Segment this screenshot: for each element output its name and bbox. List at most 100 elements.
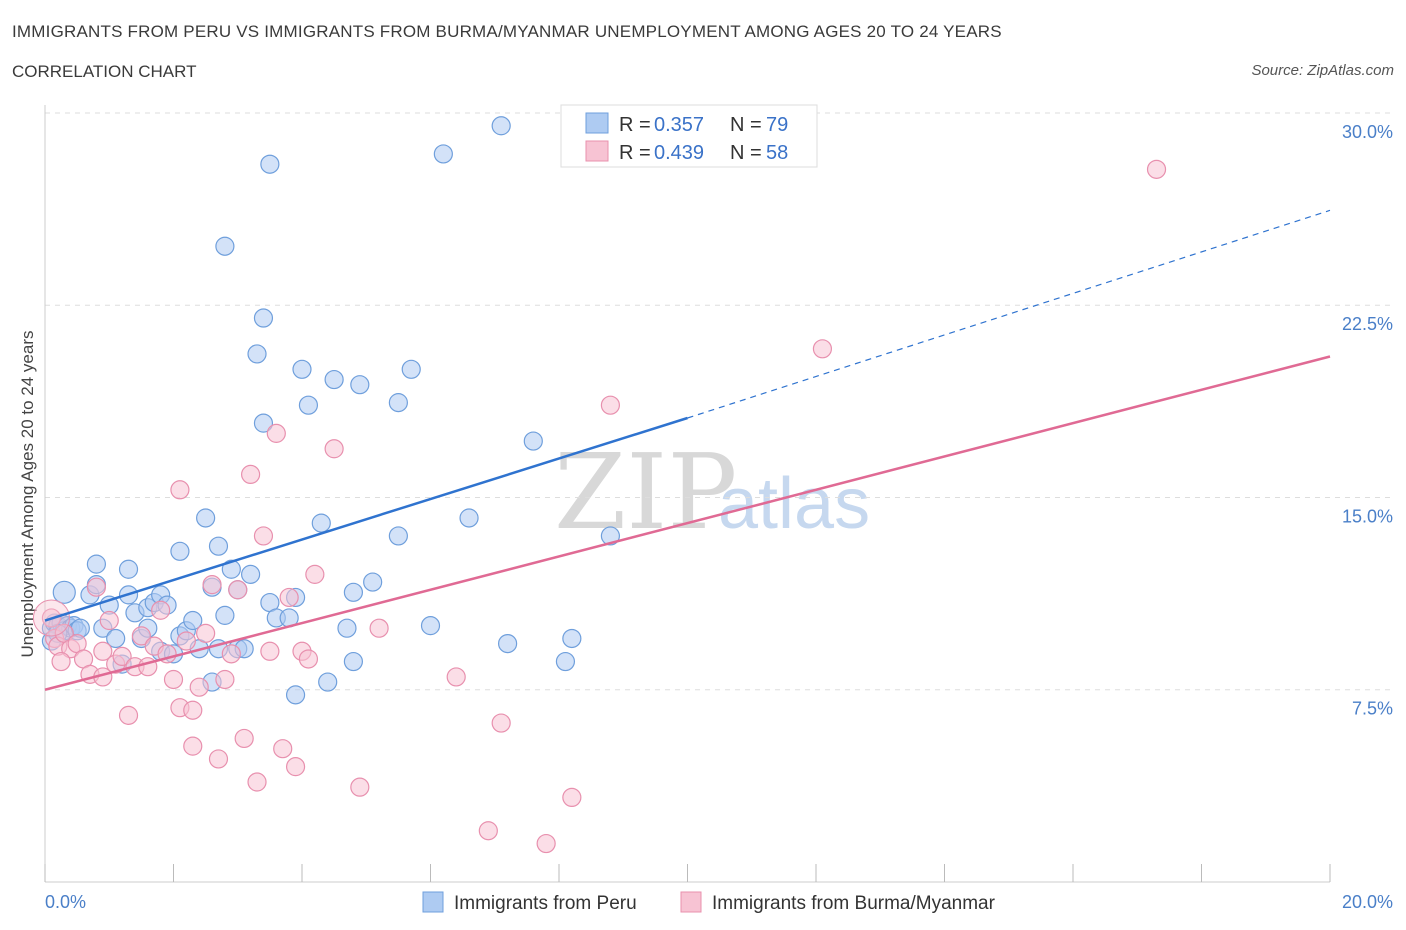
y-axis-label: Unemployment Among Ages 20 to 24 years xyxy=(18,331,37,658)
burma-point xyxy=(170,480,190,500)
burma-point xyxy=(208,749,229,769)
burma-point xyxy=(369,618,389,638)
peru-point xyxy=(491,116,511,136)
peru-point xyxy=(215,605,235,625)
burma-trend-line xyxy=(44,355,1331,691)
legend-peru-r-label: R = xyxy=(619,114,651,136)
peru-point xyxy=(388,526,408,546)
peru-point xyxy=(86,554,107,574)
burma-point xyxy=(478,821,498,841)
peru-point xyxy=(215,236,235,256)
burma-point xyxy=(163,669,184,690)
burma-point xyxy=(86,577,107,597)
x-tick-label-max: 20.0% xyxy=(1342,892,1393,912)
burma-point xyxy=(536,833,556,854)
peru-point xyxy=(241,564,261,584)
peru-trend-line xyxy=(44,416,688,622)
top-legend: R = 0.357 N = 79 R = 0.439 N = 58 xyxy=(560,104,818,168)
legend-peru-n-label: N = xyxy=(730,114,762,136)
peru-trend-extension xyxy=(687,209,1331,419)
x-tick-label-min: 0.0% xyxy=(45,892,86,912)
series-burma-points xyxy=(32,159,1167,854)
peru-point xyxy=(433,144,453,164)
burma-point xyxy=(183,736,203,756)
peru-point xyxy=(420,616,441,636)
burma-point xyxy=(118,705,139,725)
burma-point xyxy=(183,700,203,720)
peru-point xyxy=(221,559,241,579)
peru-point xyxy=(337,618,357,638)
peru-point xyxy=(285,685,306,705)
burma-point xyxy=(93,641,113,661)
peru-point xyxy=(196,508,216,528)
bottom-legend-label-burma: Immigrants from Burma/Myanmar xyxy=(712,893,996,914)
legend-peru-n-value: 79 xyxy=(766,114,788,136)
burma-point xyxy=(324,439,344,459)
peru-point xyxy=(318,672,338,692)
burma-point xyxy=(151,600,171,620)
chart-subtitle: CORRELATION CHART xyxy=(12,62,197,81)
burma-point xyxy=(279,587,299,608)
peru-point xyxy=(498,633,518,654)
burma-point xyxy=(202,575,222,595)
burma-point xyxy=(491,713,511,733)
legend-burma-r-value: 0.439 xyxy=(654,142,704,164)
peru-point xyxy=(600,526,621,546)
peru-point xyxy=(350,375,370,395)
burma-point xyxy=(600,395,621,415)
burma-point xyxy=(298,649,319,669)
peru-point xyxy=(562,628,582,649)
peru-point xyxy=(363,572,383,592)
peru-point xyxy=(183,610,203,631)
watermark-atlas: atlas xyxy=(718,464,870,544)
burma-point xyxy=(131,626,151,646)
peru-point xyxy=(118,559,139,579)
peru-point xyxy=(253,308,274,328)
burma-point xyxy=(221,644,241,664)
burma-point xyxy=(215,669,235,690)
peru-point xyxy=(388,393,408,413)
legend-swatch-peru xyxy=(585,112,609,134)
x-axis-ticks xyxy=(44,864,1331,882)
peru-point xyxy=(298,395,319,415)
peru-point xyxy=(253,413,274,433)
burma-point xyxy=(266,423,286,443)
y-tick-label: 22.5% xyxy=(1342,314,1393,334)
y-axis-tick-labels: 7.5% 15.0% 22.5% 30.0% xyxy=(1342,122,1393,719)
peru-point xyxy=(247,344,267,364)
burma-point xyxy=(189,677,209,697)
peru-point xyxy=(459,508,479,528)
gridlines xyxy=(45,112,1390,691)
bottom-legend-swatch-peru xyxy=(422,891,444,913)
peru-point xyxy=(260,154,280,174)
peru-point xyxy=(343,582,363,602)
peru-point xyxy=(106,628,126,649)
peru-point xyxy=(52,580,76,604)
burma-point xyxy=(1146,159,1167,179)
burma-point xyxy=(241,464,261,485)
burma-point xyxy=(812,339,833,359)
y-tick-label: 15.0% xyxy=(1342,506,1393,526)
burma-point xyxy=(562,787,582,808)
burma-point xyxy=(305,564,325,584)
burma-point xyxy=(228,580,248,600)
burma-point xyxy=(112,646,132,667)
y-tick-label: 30.0% xyxy=(1342,122,1393,142)
source-credit: Source: ZipAtlas.com xyxy=(1251,62,1394,79)
y-tick-label: 7.5% xyxy=(1352,699,1393,719)
bottom-legend: Immigrants from Peru Immigrants from Bur… xyxy=(422,891,996,914)
peru-point xyxy=(343,651,363,672)
burma-point xyxy=(99,610,119,631)
burma-point xyxy=(285,757,306,777)
burma-point xyxy=(253,526,274,546)
trend-lines xyxy=(44,209,1331,691)
legend-burma-n-value: 58 xyxy=(766,142,788,164)
peru-point xyxy=(324,369,344,390)
legend-swatch-burma xyxy=(585,140,609,162)
bottom-legend-label-peru: Immigrants from Peru xyxy=(454,893,637,914)
peru-point xyxy=(555,651,576,672)
burma-point xyxy=(273,739,293,759)
burma-point xyxy=(176,631,196,651)
peru-point xyxy=(523,431,543,451)
